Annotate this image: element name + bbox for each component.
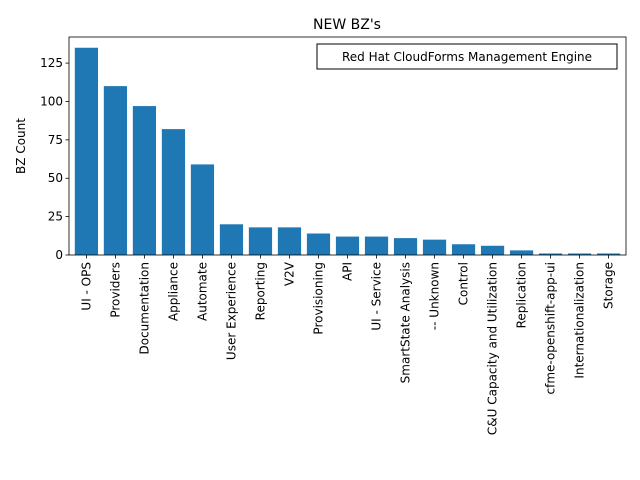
x-tick-label: Appliance — [166, 262, 180, 321]
bar — [103, 86, 128, 255]
y-tick-label: 25 — [48, 210, 63, 224]
legend-text: Red Hat CloudForms Management Engine — [342, 50, 592, 64]
x-tick-label: UI - Service — [370, 262, 384, 331]
x-tick-label: Documentation — [137, 262, 151, 355]
x-tick-label: Automate — [195, 262, 209, 321]
x-tick-label: UI - OPS — [79, 262, 93, 311]
y-tick-label: 0 — [55, 248, 63, 262]
bar — [161, 129, 186, 255]
bar — [248, 227, 273, 255]
bar — [480, 245, 505, 255]
bar — [335, 236, 360, 255]
x-tick-label: Providers — [108, 262, 122, 318]
y-tick-label: 125 — [40, 56, 63, 70]
y-tick-label: 100 — [40, 94, 63, 108]
x-tick-label: Control — [457, 262, 471, 305]
x-tick-label: V2V — [282, 261, 296, 286]
bar — [567, 253, 592, 255]
x-tick-label: SmartState Analysis — [399, 262, 413, 383]
legend-box — [316, 43, 618, 70]
chart-title: NEW BZ's — [313, 17, 381, 33]
x-tick-label: Storage — [602, 262, 616, 309]
x-tick-label: API — [341, 262, 355, 281]
bar — [364, 236, 389, 255]
x-tick-label: C&U Capacity and Utilization — [486, 262, 500, 435]
bar — [422, 239, 447, 255]
bar — [74, 47, 99, 256]
bar — [596, 253, 621, 255]
bar — [451, 244, 476, 255]
legend: Red Hat CloudForms Management Engine — [316, 43, 618, 70]
y-axis-label: BZ Count — [14, 118, 28, 174]
bar — [538, 253, 563, 255]
bar — [132, 106, 157, 256]
bar — [509, 250, 534, 255]
x-tick-label: cfme-openshift-app-ui — [544, 262, 558, 395]
bars-group — [74, 47, 621, 256]
x-tick-label: User Experience — [224, 262, 238, 360]
bar — [277, 227, 302, 255]
x-axis: UI - OPS Providers Documentation Appliance A… — [79, 255, 616, 435]
bar — [219, 224, 244, 255]
x-tick-label: Replication — [515, 262, 529, 328]
bar — [190, 164, 215, 255]
x-tick-label: Provisioning — [311, 262, 325, 335]
y-axis: 0 25 50 75 100 125 — [40, 56, 69, 262]
y-tick-label: 75 — [48, 133, 63, 147]
x-tick-label: Reporting — [253, 262, 267, 320]
x-tick-label: -- Unknown — [428, 262, 442, 330]
x-tick-label: Internationalization — [573, 262, 587, 379]
axes-frame — [68, 36, 627, 256]
y-tick-label: 50 — [48, 171, 63, 185]
bar — [393, 238, 418, 255]
bar — [306, 233, 331, 255]
